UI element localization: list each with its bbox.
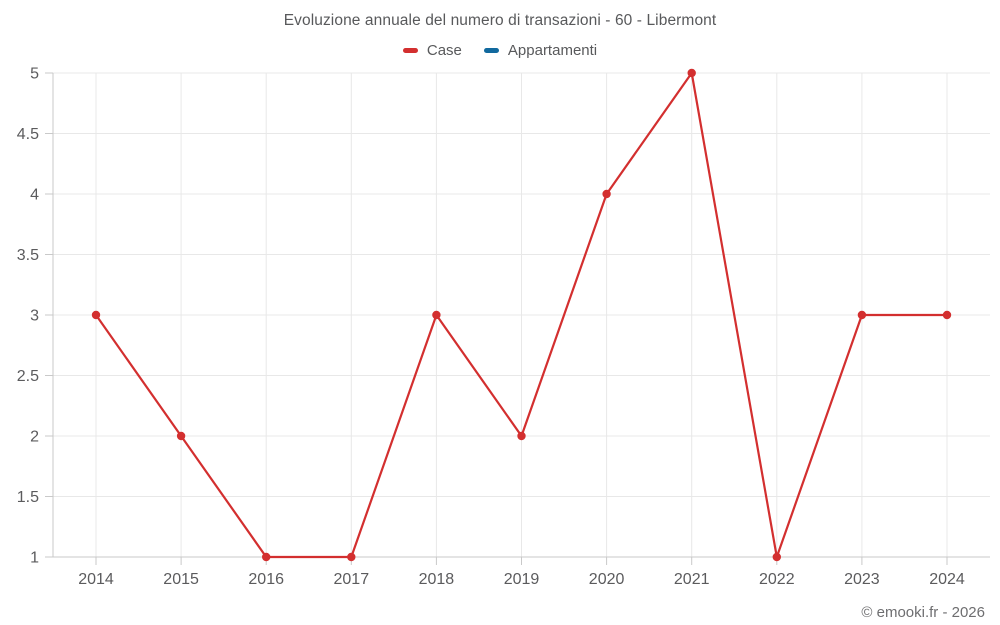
x-axis-tick-label: 2014	[78, 571, 114, 588]
series-point-case-2020[interactable]	[602, 189, 611, 199]
y-axis-tick-label: 2.5	[17, 368, 39, 385]
series-point-case-2014[interactable]	[91, 310, 101, 320]
y-axis-tick-label: 1.5	[17, 489, 39, 506]
chart-legend: Case Appartamenti	[0, 42, 1000, 59]
y-axis-tick-label: 3.5	[17, 247, 39, 264]
series-point-case-2017[interactable]	[347, 552, 356, 562]
x-axis-tick-label: 2015	[163, 571, 199, 588]
watermark: © emooki.fr - 2026	[861, 604, 985, 621]
x-axis-tick-label: 2021	[674, 571, 710, 588]
x-axis-tick-label: 2020	[589, 571, 625, 588]
y-axis-tick-label: 2	[30, 429, 39, 446]
series-point-case-2023[interactable]	[857, 310, 867, 320]
x-axis-tick-label: 2019	[504, 571, 540, 588]
series-point-case-2018[interactable]	[432, 310, 441, 320]
series-point-case-2019[interactable]	[517, 431, 526, 441]
y-axis-tick-label: 4	[30, 187, 39, 204]
series-point-case-2022[interactable]	[772, 552, 781, 562]
x-axis-tick-label: 2023	[844, 571, 880, 588]
legend-item-appartamenti[interactable]: Appartamenti	[483, 42, 598, 59]
legend-label-appartamenti: Appartamenti	[507, 42, 598, 59]
legend-label-case: Case	[426, 42, 462, 59]
appartamenti-legend-swatch-icon	[483, 48, 499, 53]
series-point-case-2015[interactable]	[176, 431, 186, 441]
x-axis-tick-label: 2018	[419, 571, 455, 588]
y-axis-tick-label: 5	[30, 66, 39, 83]
y-axis-tick-label: 3	[30, 308, 39, 325]
series-point-case-2021[interactable]	[687, 68, 696, 78]
x-axis-tick-label: 2017	[334, 571, 370, 588]
chart-title: Evoluzione annuale del numero di transaz…	[283, 12, 717, 29]
legend-item-case[interactable]: Case	[402, 42, 462, 59]
x-axis-tick-label: 2016	[248, 571, 284, 588]
case-legend-swatch-icon	[402, 48, 418, 53]
x-axis-tick-label: 2022	[759, 571, 795, 588]
y-axis-tick-label: 1	[30, 550, 39, 567]
x-axis-tick-label: 2024	[929, 571, 965, 588]
series-point-case-2016[interactable]	[262, 552, 271, 562]
series-point-case-2024[interactable]	[942, 310, 952, 320]
y-axis-tick-label: 4.5	[17, 126, 39, 143]
